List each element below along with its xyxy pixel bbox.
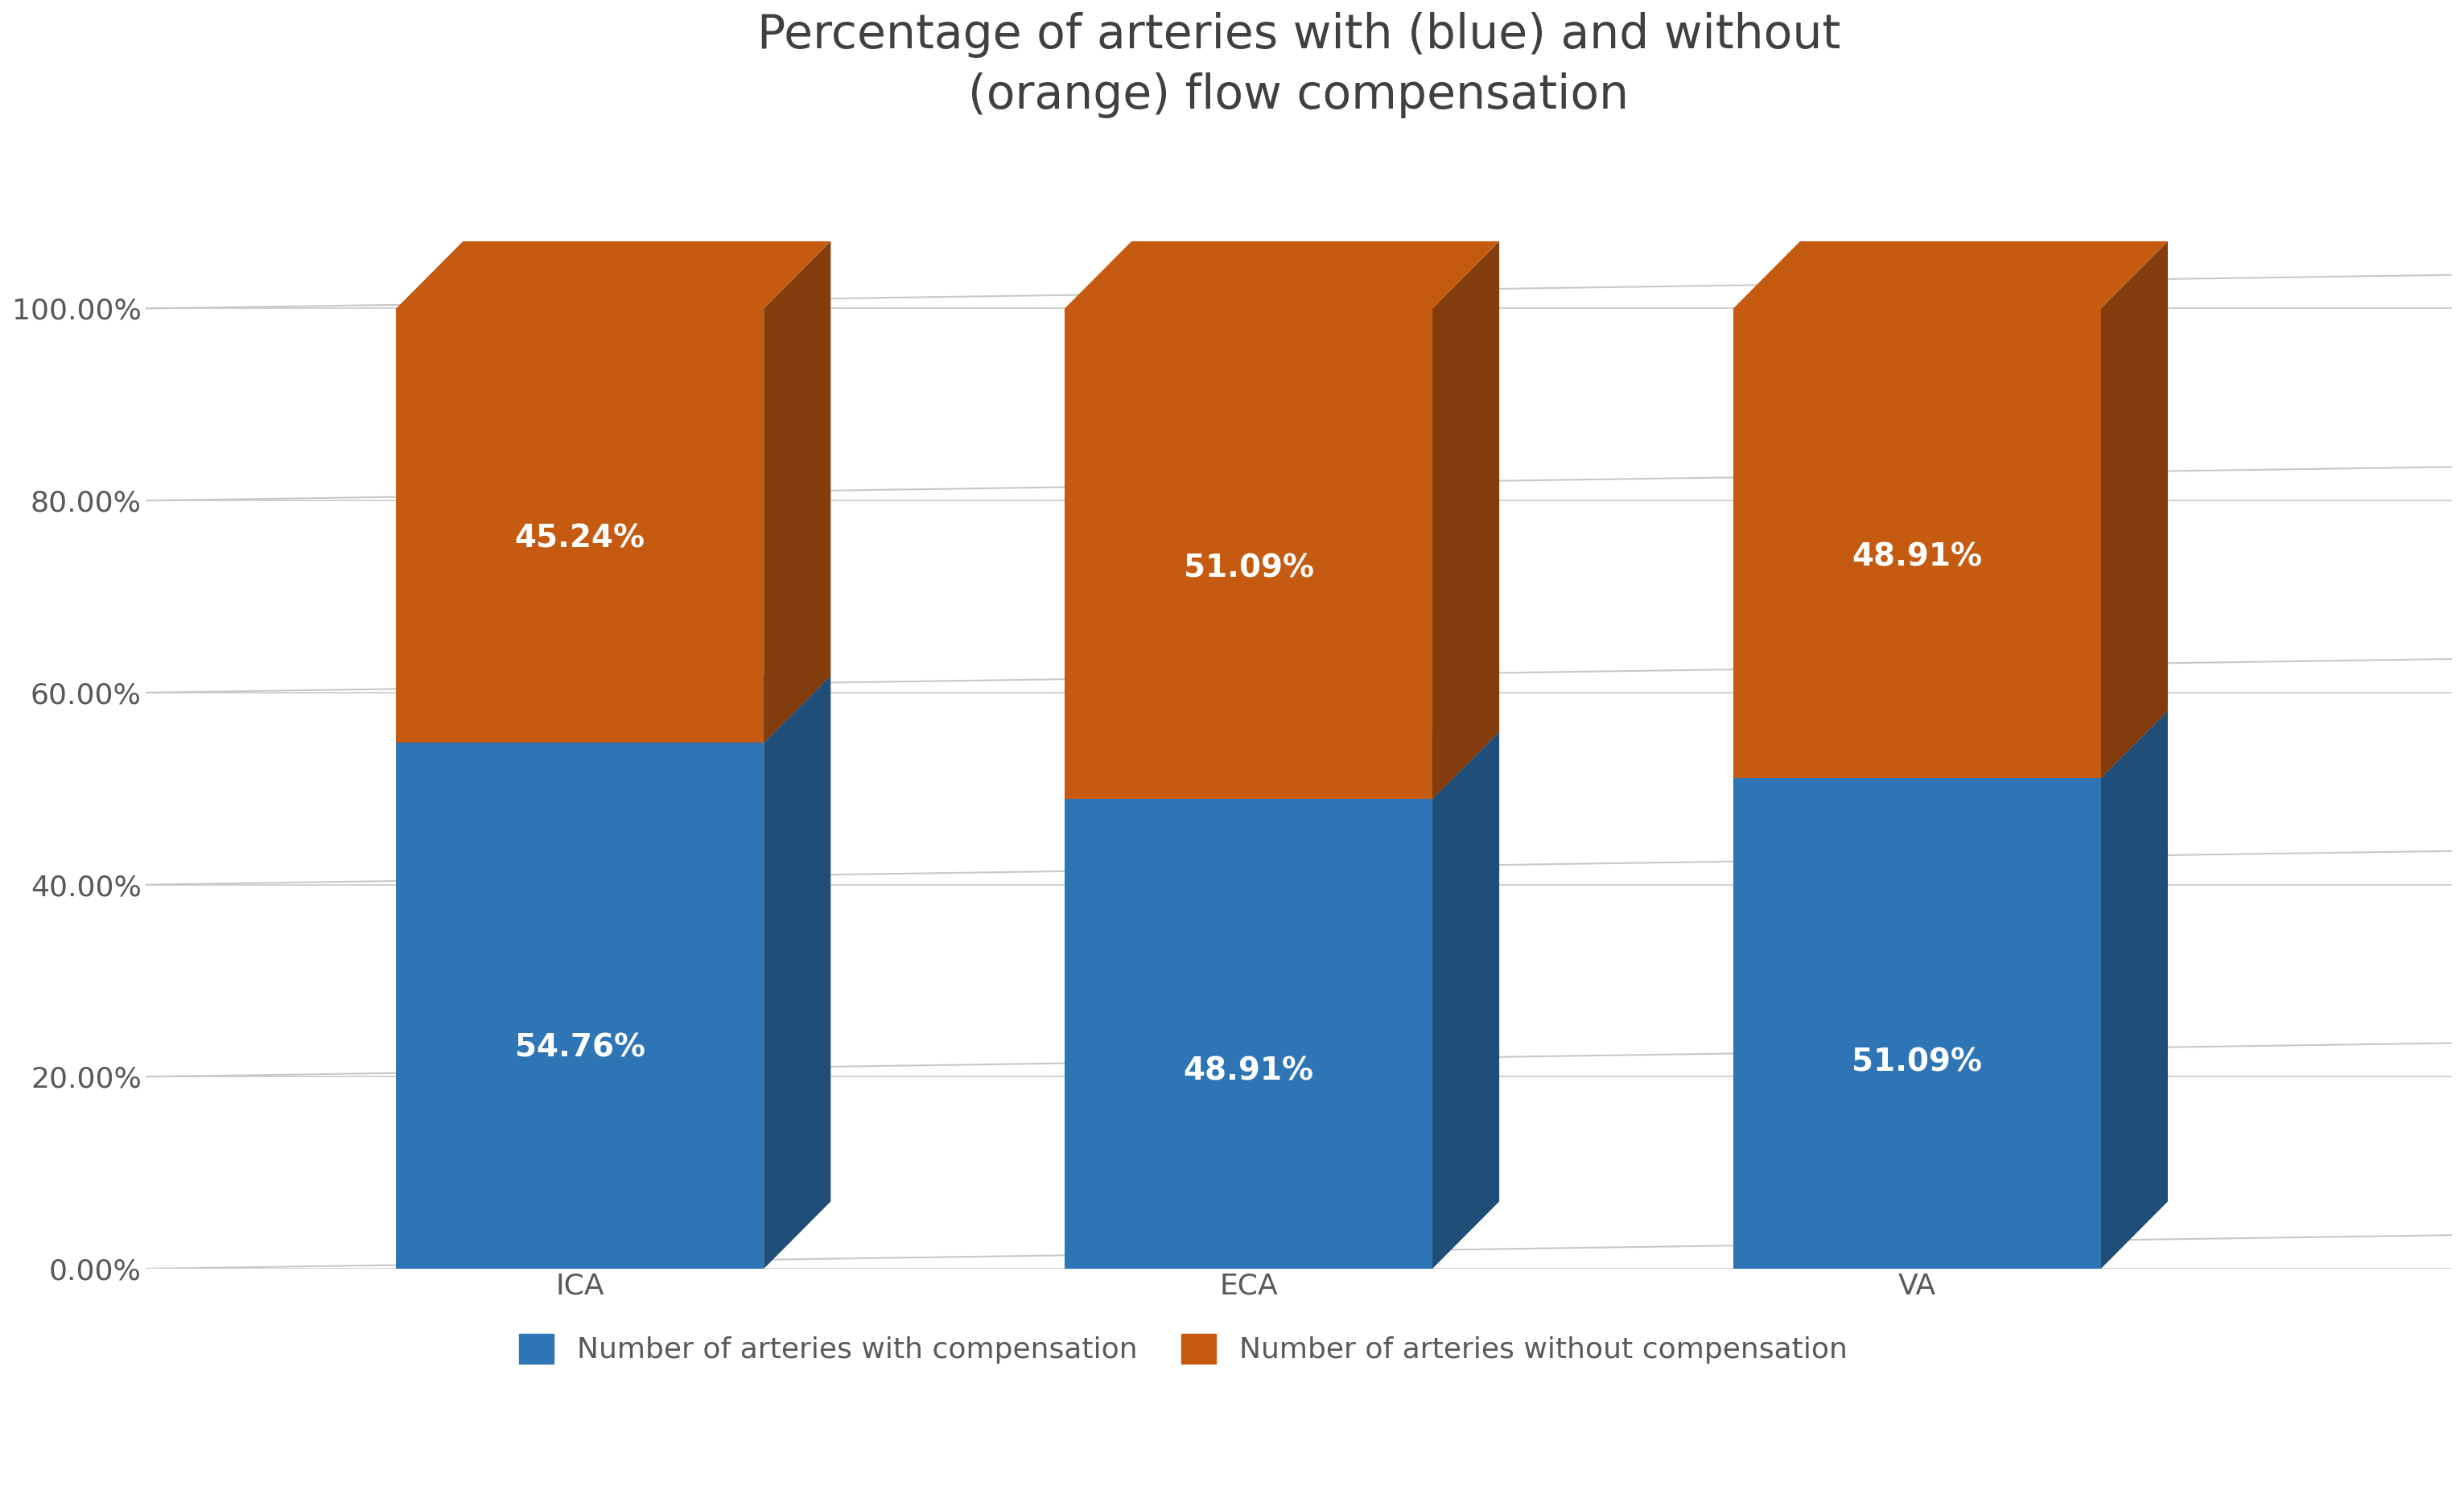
- Legend: Number of arteries with compensation, Number of arteries without compensation: Number of arteries with compensation, Nu…: [508, 1323, 1860, 1375]
- Polygon shape: [1432, 733, 1498, 1269]
- Polygon shape: [397, 241, 830, 309]
- Text: 54.76%: 54.76%: [515, 1032, 646, 1064]
- Bar: [397, 309, 764, 743]
- Polygon shape: [1064, 733, 1498, 798]
- Polygon shape: [2102, 712, 2168, 1269]
- Bar: [1064, 798, 1432, 1269]
- Polygon shape: [1732, 241, 2168, 309]
- Polygon shape: [2102, 241, 2168, 777]
- Text: 45.24%: 45.24%: [515, 523, 646, 554]
- Text: 48.91%: 48.91%: [1183, 1056, 1313, 1086]
- Polygon shape: [1732, 712, 2168, 777]
- Polygon shape: [397, 676, 830, 743]
- Text: 51.09%: 51.09%: [1183, 553, 1313, 584]
- Polygon shape: [764, 676, 830, 1269]
- Bar: [1732, 777, 2102, 1269]
- Text: 48.91%: 48.91%: [1853, 542, 1981, 572]
- Polygon shape: [764, 241, 830, 743]
- Bar: [397, 743, 764, 1269]
- Bar: [1064, 309, 1432, 798]
- Polygon shape: [1432, 241, 1498, 798]
- Text: 51.09%: 51.09%: [1853, 1047, 1981, 1079]
- Bar: [1732, 309, 2102, 777]
- Title: Percentage of arteries with (blue) and without
(orange) flow compensation: Percentage of arteries with (blue) and w…: [756, 12, 1841, 118]
- Polygon shape: [1064, 241, 1498, 309]
